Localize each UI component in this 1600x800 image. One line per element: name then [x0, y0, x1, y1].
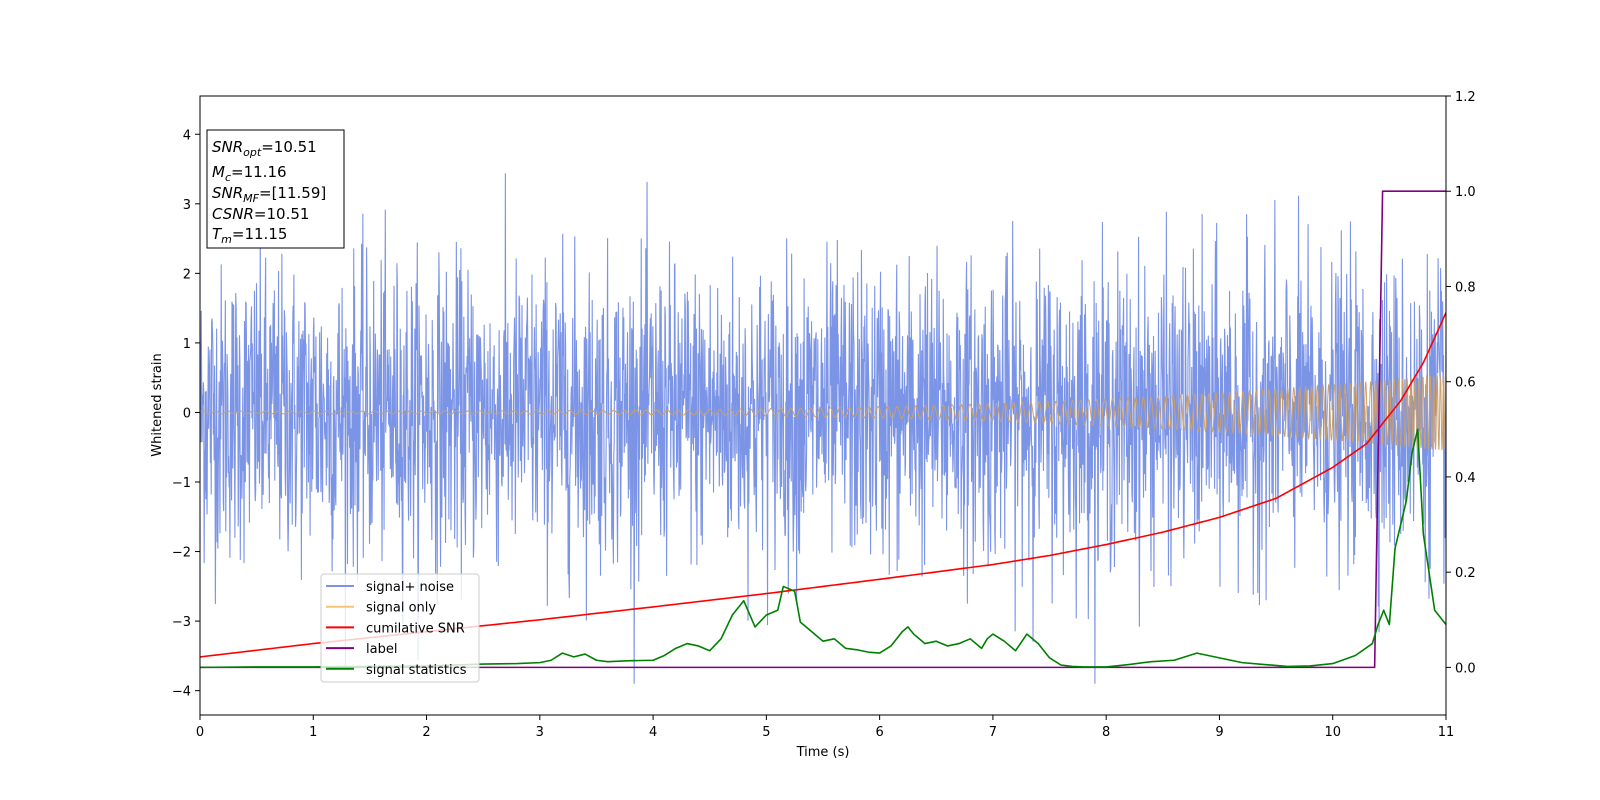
- annotation-line: CSNR=10.51: [212, 205, 309, 223]
- y-tick-label: 2: [183, 267, 191, 282]
- y2-tick-label: 1.2: [1455, 90, 1476, 105]
- legend: signal+ noise signal only cumilative SNR la…: [320, 573, 480, 683]
- signal-only-layer: [200, 374, 1446, 451]
- x-tick-label: 9: [1215, 725, 1223, 740]
- x-tick-label: 2: [422, 725, 430, 740]
- signal-only-line: [200, 374, 1446, 451]
- annotation-line: SNRMF=[11.59]: [212, 184, 326, 205]
- y-axis-left: −4 −3 −2 −1 0 1 2 3 4: [172, 128, 200, 700]
- y-tick-label: −2: [172, 546, 191, 561]
- label-line: [200, 190, 1446, 669]
- y2-tick-label: 0.0: [1455, 661, 1476, 676]
- y-tick-label: 3: [183, 198, 191, 213]
- cumilative-snr-line: [200, 312, 1446, 658]
- y-axis-right: 0.0 0.2 0.4 0.6 0.8 1.0 1.2: [1446, 90, 1476, 676]
- x-tick-label: 5: [762, 725, 770, 740]
- legend-label-signal-only: signal only: [366, 601, 436, 616]
- x-tick-label: 4: [649, 725, 657, 740]
- legend-frame: [320, 573, 480, 683]
- y-tick-label: −4: [172, 685, 191, 700]
- y-tick-label: 1: [183, 337, 191, 352]
- x-tick-label: 7: [989, 725, 997, 740]
- y2-tick-label: 1.0: [1455, 185, 1476, 200]
- signal-noise-layer: [200, 173, 1446, 684]
- y2-tick-label: 0.4: [1455, 471, 1476, 486]
- y2-tick-label: 0.6: [1455, 376, 1476, 391]
- x-axis-label: Time (s): [796, 745, 850, 760]
- annotation-line: SNRopt=10.51: [212, 138, 317, 159]
- legend-label-cumilative-snr: cumilative SNR: [366, 621, 465, 636]
- y-tick-label: 0: [183, 406, 191, 421]
- legend-label-label: label: [366, 642, 397, 657]
- x-axis: 0 1 2 3 4 5 6 7 8 9 10 11: [196, 715, 1454, 740]
- y2-tick-label: 0.8: [1455, 280, 1476, 295]
- x-tick-label: 3: [536, 725, 544, 740]
- y-axis-label: Whitened strain: [150, 353, 165, 456]
- x-tick-label: 10: [1324, 725, 1341, 740]
- x-tick-label: 1: [309, 725, 317, 740]
- right-axis-series-layer: [200, 190, 1446, 669]
- annotation-box: SNRopt=10.51 Mc=11.16SNRMF=[11.59]CSNR=10…: [206, 129, 345, 249]
- annotation-line: Mc=11.16: [212, 163, 287, 184]
- y-tick-label: −1: [172, 476, 191, 491]
- x-tick-label: 11: [1438, 725, 1455, 740]
- plot-frame: [199, 95, 1447, 716]
- x-tick-label: 6: [875, 725, 883, 740]
- annotation-line: Tm=11.15: [212, 225, 287, 246]
- signal-statistics-line: [200, 428, 1446, 669]
- signal-noise-line: [200, 173, 1446, 684]
- x-tick-label: 0: [196, 725, 204, 740]
- y2-tick-label: 0.2: [1455, 566, 1476, 581]
- legend-label-signal-noise: signal+ noise: [366, 580, 454, 595]
- y-tick-label: −3: [172, 615, 191, 630]
- annotation-frame: [206, 129, 345, 249]
- x-tick-label: 8: [1102, 725, 1110, 740]
- legend-label-signal-statistics: signal statistics: [366, 663, 467, 678]
- y-tick-label: 4: [183, 128, 191, 143]
